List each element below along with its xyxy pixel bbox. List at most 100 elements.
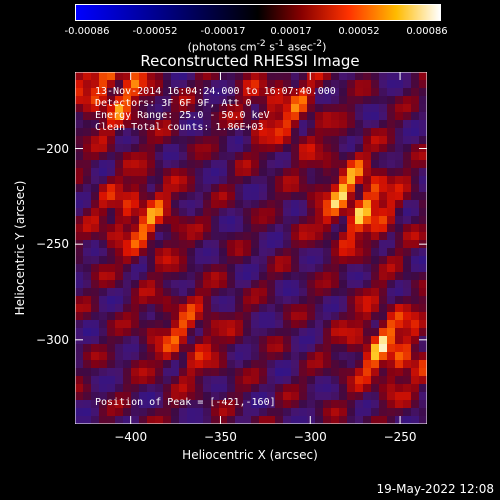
- heatmap-cell: [163, 352, 172, 361]
- heatmap-cell: [275, 128, 284, 137]
- heatmap-cell: [91, 264, 100, 273]
- heatmap-cell: [419, 96, 427, 105]
- heatmap-cell: [147, 360, 156, 369]
- heatmap-cell: [283, 96, 292, 105]
- heatmap-cell: [411, 136, 420, 145]
- heatmap-cell: [379, 216, 388, 225]
- heatmap-cell: [219, 208, 228, 217]
- heatmap-cell: [107, 320, 116, 329]
- heatmap-cell: [395, 152, 404, 161]
- heatmap-cell: [123, 376, 132, 385]
- heatmap-cell: [315, 344, 324, 353]
- heatmap-cell: [275, 112, 284, 121]
- heatmap-cell: [163, 400, 172, 409]
- heatmap-cell: [243, 104, 252, 113]
- heatmap-cell: [363, 368, 372, 377]
- heatmap-cell: [251, 392, 260, 401]
- heatmap-cell: [75, 72, 84, 81]
- heatmap-cell: [235, 344, 244, 353]
- heatmap-cell: [195, 312, 204, 321]
- heatmap-cell: [259, 232, 268, 241]
- heatmap-cell: [179, 288, 188, 297]
- heatmap-cell: [227, 296, 236, 305]
- heatmap-cell: [419, 152, 427, 161]
- heatmap-cell: [243, 320, 252, 329]
- heatmap-cell: [235, 120, 244, 129]
- heatmap-cell: [339, 320, 348, 329]
- heatmap-cell: [307, 376, 316, 385]
- heatmap-cell: [155, 144, 164, 153]
- heatmap-cell: [227, 160, 236, 169]
- heatmap-cell: [139, 264, 148, 273]
- heatmap-cell: [243, 88, 252, 97]
- heatmap-cell: [403, 120, 412, 129]
- heatmap-cell: [115, 168, 124, 177]
- heatmap-cell: [219, 320, 228, 329]
- heatmap-cell: [179, 144, 188, 153]
- heatmap-cell: [115, 96, 124, 105]
- heatmap-cell: [395, 88, 404, 97]
- heatmap-cell: [155, 128, 164, 137]
- heatmap-cell: [179, 312, 188, 321]
- heatmap-cell: [107, 344, 116, 353]
- heatmap-cell: [339, 224, 348, 233]
- heatmap-cell: [155, 120, 164, 129]
- heatmap-cell: [195, 176, 204, 185]
- heatmap-cell: [235, 288, 244, 297]
- heatmap-cell: [331, 408, 340, 417]
- heatmap-cell: [323, 216, 332, 225]
- heatmap-cell: [155, 168, 164, 177]
- heatmap-cell: [379, 136, 388, 145]
- heatmap-cell: [235, 312, 244, 321]
- heatmap-cell: [371, 80, 380, 89]
- heatmap-cell: [195, 136, 204, 145]
- heatmap-cell: [283, 184, 292, 193]
- heatmap-cell: [387, 128, 396, 137]
- heatmap-cell: [403, 88, 412, 97]
- heatmap-cell: [379, 168, 388, 177]
- heatmap-cell: [187, 184, 196, 193]
- heatmap-cell: [91, 312, 100, 321]
- heatmap-cell: [131, 280, 140, 289]
- heatmap-cell: [411, 368, 420, 377]
- heatmap-cell: [131, 136, 140, 145]
- heatmap-cell: [347, 272, 356, 281]
- heatmap-cell: [299, 408, 308, 417]
- heatmap-cell: [363, 352, 372, 361]
- heatmap-cell: [291, 368, 300, 377]
- heatmap-cell: [195, 104, 204, 113]
- heatmap-cell: [355, 208, 364, 217]
- heatmap-cell: [419, 200, 427, 209]
- heatmap-cell: [99, 72, 108, 81]
- heatmap-cell: [251, 248, 260, 257]
- heatmap-cell: [291, 168, 300, 177]
- heatmap-cell: [195, 416, 204, 424]
- heatmap-cell: [355, 416, 364, 424]
- heatmap-cell: [323, 88, 332, 97]
- heatmap-cell: [115, 336, 124, 345]
- heatmap-cell: [219, 192, 228, 201]
- heatmap-cell: [379, 328, 388, 337]
- heatmap-cell: [387, 96, 396, 105]
- heatmap-cell: [347, 384, 356, 393]
- heatmap-cell: [219, 304, 228, 313]
- heatmap-cell: [299, 104, 308, 113]
- heatmap-cell: [203, 256, 212, 265]
- heatmap-cell: [91, 272, 100, 281]
- heatmap-cell: [355, 360, 364, 369]
- heatmap-cell: [75, 104, 84, 113]
- heatmap-cell: [371, 200, 380, 209]
- heatmap-cell: [83, 192, 92, 201]
- heatmap-cell: [187, 256, 196, 265]
- heatmap-cell: [331, 200, 340, 209]
- heatmap-cell: [123, 304, 132, 313]
- heatmap-cell: [187, 96, 196, 105]
- heatmap-cell: [203, 176, 212, 185]
- heatmap-cell: [83, 320, 92, 329]
- heatmap-cell: [259, 384, 268, 393]
- heatmap-cell: [363, 224, 372, 233]
- heatmap-cell: [339, 152, 348, 161]
- heatmap-cell: [91, 176, 100, 185]
- heatmap-cell: [275, 336, 284, 345]
- heatmap-cell: [259, 408, 268, 417]
